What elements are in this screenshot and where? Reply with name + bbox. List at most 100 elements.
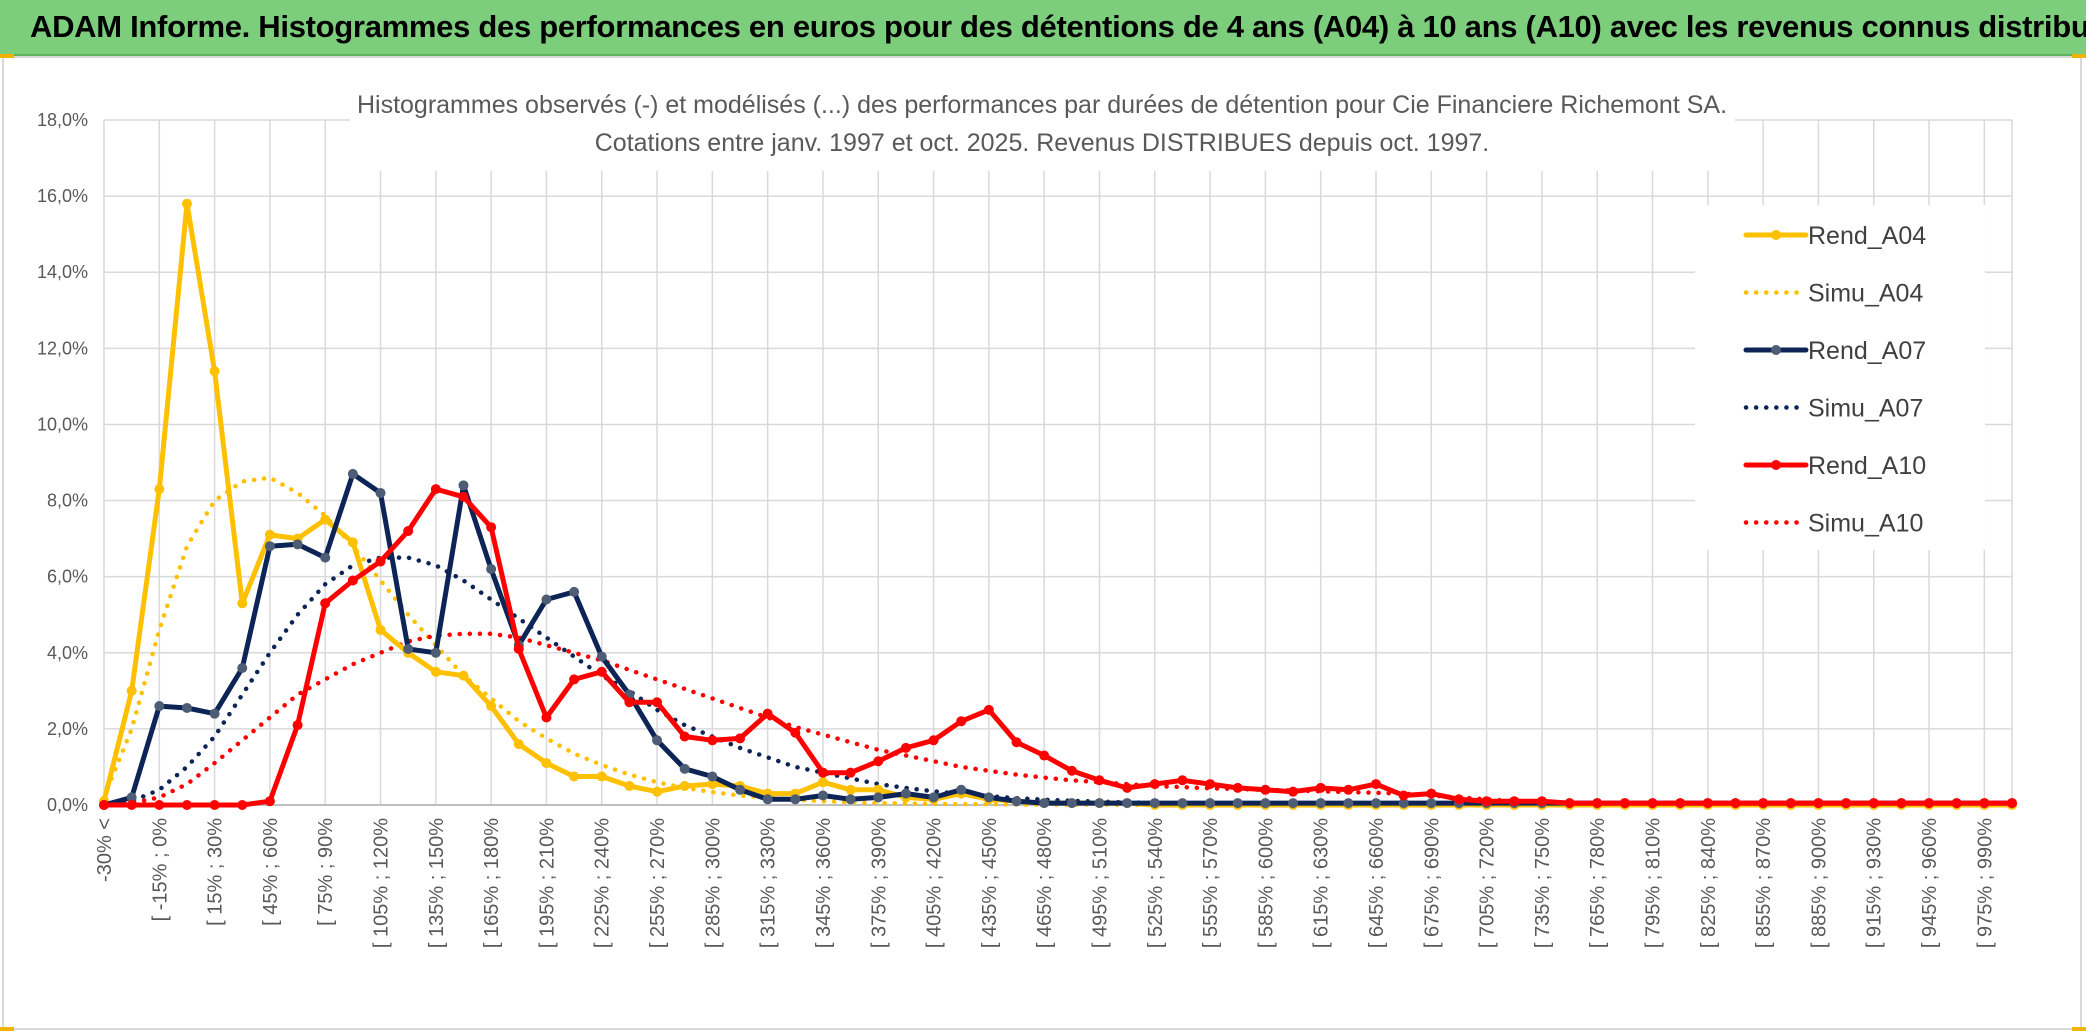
data-point bbox=[1343, 798, 1354, 809]
data-point bbox=[679, 763, 690, 774]
data-point bbox=[845, 784, 856, 795]
data-point bbox=[264, 529, 275, 540]
y-tick-label: 4,0% bbox=[47, 643, 88, 663]
data-point bbox=[596, 666, 607, 677]
data-point bbox=[1841, 798, 1852, 809]
x-tick-label: [ 75% ; 90% bbox=[315, 818, 337, 926]
x-tick-label: [ 225% ; 240% bbox=[592, 818, 614, 948]
data-point bbox=[569, 586, 580, 597]
data-point bbox=[486, 522, 497, 533]
data-point bbox=[1205, 779, 1216, 790]
y-tick-label: 14,0% bbox=[37, 262, 88, 282]
data-point bbox=[1177, 798, 1188, 809]
data-point bbox=[1066, 798, 1077, 809]
x-tick-label: [ -15% ; 0% bbox=[149, 818, 171, 922]
y-tick-label: 6,0% bbox=[47, 567, 88, 587]
data-point bbox=[1619, 798, 1630, 809]
data-point bbox=[541, 594, 552, 605]
data-point bbox=[1260, 784, 1271, 795]
data-point bbox=[154, 800, 165, 810]
x-tick-label: [ 645% ; 660% bbox=[1366, 818, 1388, 948]
data-point bbox=[1813, 798, 1824, 809]
data-point bbox=[1564, 798, 1575, 809]
data-point bbox=[762, 708, 773, 719]
data-point bbox=[735, 733, 745, 744]
x-tick-label: [ 45% ; 60% bbox=[260, 818, 282, 926]
x-tick-label: [ 585% ; 600% bbox=[1255, 818, 1277, 948]
data-point bbox=[817, 777, 828, 788]
data-point bbox=[1702, 798, 1713, 809]
frame-corner-accent bbox=[0, 1027, 14, 1031]
data-point bbox=[430, 484, 441, 495]
data-point bbox=[1288, 786, 1299, 797]
data-point bbox=[1730, 798, 1741, 809]
data-point bbox=[873, 792, 884, 803]
x-tick-label: [ 915% ; 930% bbox=[1864, 818, 1886, 948]
data-point bbox=[264, 541, 275, 552]
x-tick-label: [ 615% ; 630% bbox=[1311, 818, 1333, 948]
data-point bbox=[1398, 790, 1409, 801]
data-point bbox=[209, 366, 220, 377]
legend-label-Rend_A07: Rend_A07 bbox=[1808, 337, 1926, 365]
legend-marker bbox=[1771, 230, 1781, 240]
y-tick-label: 16,0% bbox=[37, 186, 88, 206]
legend-marker bbox=[1771, 345, 1781, 355]
x-tick-label: [ 105% ; 120% bbox=[371, 818, 393, 948]
data-point bbox=[237, 800, 248, 810]
data-point bbox=[99, 800, 109, 810]
data-point bbox=[1758, 798, 1769, 809]
data-point bbox=[873, 756, 884, 767]
x-axis: -30% < [ -15% ; 0% [ 15% ; 30% [ 45% ; 60% [… bbox=[94, 818, 1996, 948]
legend: Rend_A04 Simu_A04 Rend_A07 Simu_A07 Rend_A10… bbox=[1695, 205, 1985, 550]
data-point bbox=[790, 727, 801, 738]
data-point bbox=[1232, 798, 1243, 809]
data-point bbox=[1536, 796, 1547, 807]
series-line-Simu_A07 bbox=[101, 555, 2015, 808]
data-point bbox=[1453, 794, 1464, 805]
series-line-Simu_A10 bbox=[101, 631, 2015, 808]
chart-subtitle: Cotations entre janv. 1997 et oct. 2025.… bbox=[595, 129, 1490, 157]
x-tick-label: [ 405% ; 420% bbox=[924, 818, 946, 948]
page-title: ADAM Informe. Histogrammes des performan… bbox=[30, 9, 2086, 44]
data-point bbox=[983, 792, 994, 803]
data-point bbox=[486, 701, 497, 712]
legend-label-Rend_A04: Rend_A04 bbox=[1808, 222, 1926, 250]
data-point bbox=[569, 674, 580, 685]
x-tick-label: [ 945% ; 960% bbox=[1919, 818, 1941, 948]
data-point bbox=[347, 468, 358, 479]
data-point bbox=[1205, 798, 1216, 809]
x-tick-label: [ 975% ; 990% bbox=[1974, 818, 1996, 948]
data-point bbox=[624, 697, 635, 708]
series-line-Rend_A10 bbox=[101, 486, 2015, 808]
y-tick-label: 18,0% bbox=[37, 110, 88, 130]
x-tick-label: [ 885% ; 900% bbox=[1808, 818, 1830, 948]
x-tick-label: [ 825% ; 840% bbox=[1698, 818, 1720, 948]
data-point bbox=[126, 792, 137, 803]
x-tick-label: [ 495% ; 510% bbox=[1089, 818, 1111, 948]
data-point bbox=[126, 685, 137, 696]
frame-corner-accent bbox=[2072, 1027, 2086, 1031]
data-point bbox=[486, 564, 497, 575]
data-point bbox=[458, 670, 469, 681]
data-point bbox=[513, 643, 524, 654]
x-tick-label: [ 705% ; 720% bbox=[1477, 818, 1499, 948]
x-tick-label: [ 285% ; 300% bbox=[702, 818, 724, 948]
data-point bbox=[513, 739, 524, 750]
data-point bbox=[679, 731, 690, 742]
data-point bbox=[237, 598, 248, 609]
y-tick-label: 8,0% bbox=[47, 491, 88, 511]
legend-label-Simu_A07: Simu_A07 bbox=[1808, 395, 1923, 423]
chart-series bbox=[99, 198, 2017, 810]
data-point bbox=[1232, 782, 1243, 793]
data-point bbox=[181, 198, 192, 209]
data-point bbox=[1647, 798, 1658, 809]
data-point bbox=[1122, 798, 1133, 809]
data-point bbox=[845, 767, 856, 778]
legend-label-Simu_A10: Simu_A10 bbox=[1808, 510, 1923, 538]
data-point bbox=[264, 796, 275, 807]
data-point bbox=[292, 720, 303, 731]
x-tick-label: [ 255% ; 270% bbox=[647, 818, 669, 948]
data-point bbox=[375, 487, 386, 498]
data-point bbox=[1039, 750, 1050, 761]
data-point bbox=[1426, 788, 1437, 799]
